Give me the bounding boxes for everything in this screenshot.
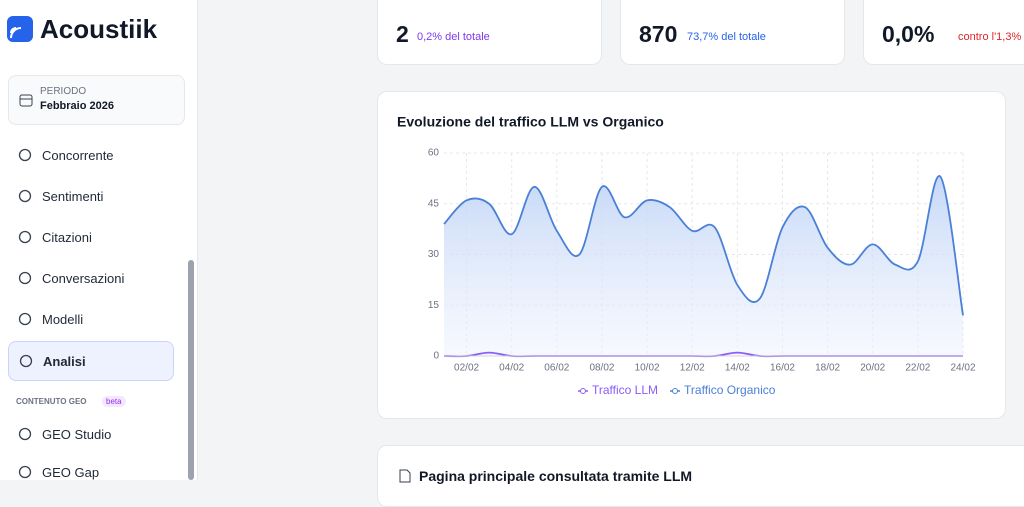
legend-swatch [580,388,586,394]
nav-icon [18,148,32,162]
nav-label: GEO Studio [42,426,112,442]
section-label: CONTENUTO GEO [16,397,87,406]
x-tick-label: 22/02 [905,363,930,374]
x-tick-label: 06/02 [544,363,569,374]
period-picker[interactable]: PERIODO Febbraio 2026 [8,75,185,125]
x-tick-label: 02/02 [454,363,479,374]
x-tick-label: 18/02 [815,363,840,374]
nav-label: Concorrente [42,147,114,163]
x-tick-label: 20/02 [860,363,885,374]
nav-icon [18,230,32,244]
nav-label: Citazioni [42,229,92,245]
stat-note: 73,7% del totale [687,31,766,43]
y-tick-label: 30 [428,249,440,260]
stat-note: contro l'1,3% [958,31,1022,43]
stat-note: 0,2% del totale [417,31,490,43]
period-label: PERIODO [40,86,87,97]
nav-label: Conversazioni [42,270,125,286]
x-tick-label: 24/02 [950,363,975,374]
nav-icon [19,354,33,368]
y-tick-label: 45 [428,198,440,209]
legend-item: Traffico Organico [670,383,776,397]
scrollbar[interactable] [187,140,195,480]
nav-label: GEO Gap [42,464,100,480]
legend-item: Traffico LLM [578,383,658,397]
x-tick-label: 14/02 [725,363,750,374]
nav-icon [18,189,32,203]
nav-item[interactable]: Concorrente [8,136,172,174]
legend-label: Traffico LLM [592,383,658,397]
page-card: Pagina principale consultata tramite LLM [377,445,1024,507]
chart: Evoluzione del traffico LLM vs Organico … [397,114,976,397]
nav-label: Analisi [43,353,86,369]
x-tick-label: 04/02 [499,363,524,374]
y-tick-label: 15 [428,300,440,311]
x-tick-label: 08/02 [589,363,614,374]
legend-swatch [672,388,679,394]
nav-item[interactable]: GEO Studio [8,415,172,453]
stat-value: 2 [396,21,409,47]
y-tick-label: 0 [433,351,439,362]
legend-label: Traffico Organico [684,383,776,397]
logo-icon [7,16,33,42]
stat-card: 0,0% contro l'1,3% [863,0,1024,65]
doc-icon [399,469,411,483]
chart-card: Evoluzione del traffico LLM vs Organico … [377,91,1006,419]
stat-value: 870 [639,21,678,47]
period-value: Febbraio 2026 [40,100,114,112]
nav-item[interactable]: Citazioni [8,218,172,256]
x-tick-label: 16/02 [770,363,795,374]
nav-icon [18,312,32,326]
stat-card: 2 0,2% del totale [377,0,602,65]
nav-item[interactable]: Modelli [8,300,172,338]
nav-label: Modelli [42,311,84,327]
nav-icon [18,271,32,285]
y-tick-label: 60 [428,148,440,159]
x-tick-label: 12/02 [680,363,705,374]
area-fill [444,175,963,356]
x-tick-label: 10/02 [635,363,660,374]
nav-item[interactable]: Analisi [8,341,174,381]
sidebar: Acoustiik PERIODO Febbraio 2026 Concorre… [0,0,198,480]
nav-item[interactable]: GEO Gap [8,453,172,491]
nav-label: Sentimenti [42,188,104,204]
card-title: Pagina principale consultata tramite LLM [419,468,693,484]
stat-card: 870 73,7% del totale [620,0,845,65]
nav-icon [18,427,32,441]
series-line [443,175,964,316]
beta-badge: beta [102,396,126,407]
nav-item[interactable]: Sentimenti [8,177,172,215]
chart-title: Evoluzione del traffico LLM vs Organico [397,114,664,130]
logo: Acoustiik [40,14,158,44]
stat-value: 0,0% [882,21,935,47]
nav-icon [18,465,32,479]
nav-item[interactable]: Conversazioni [8,259,172,297]
calendar-icon [19,94,33,107]
